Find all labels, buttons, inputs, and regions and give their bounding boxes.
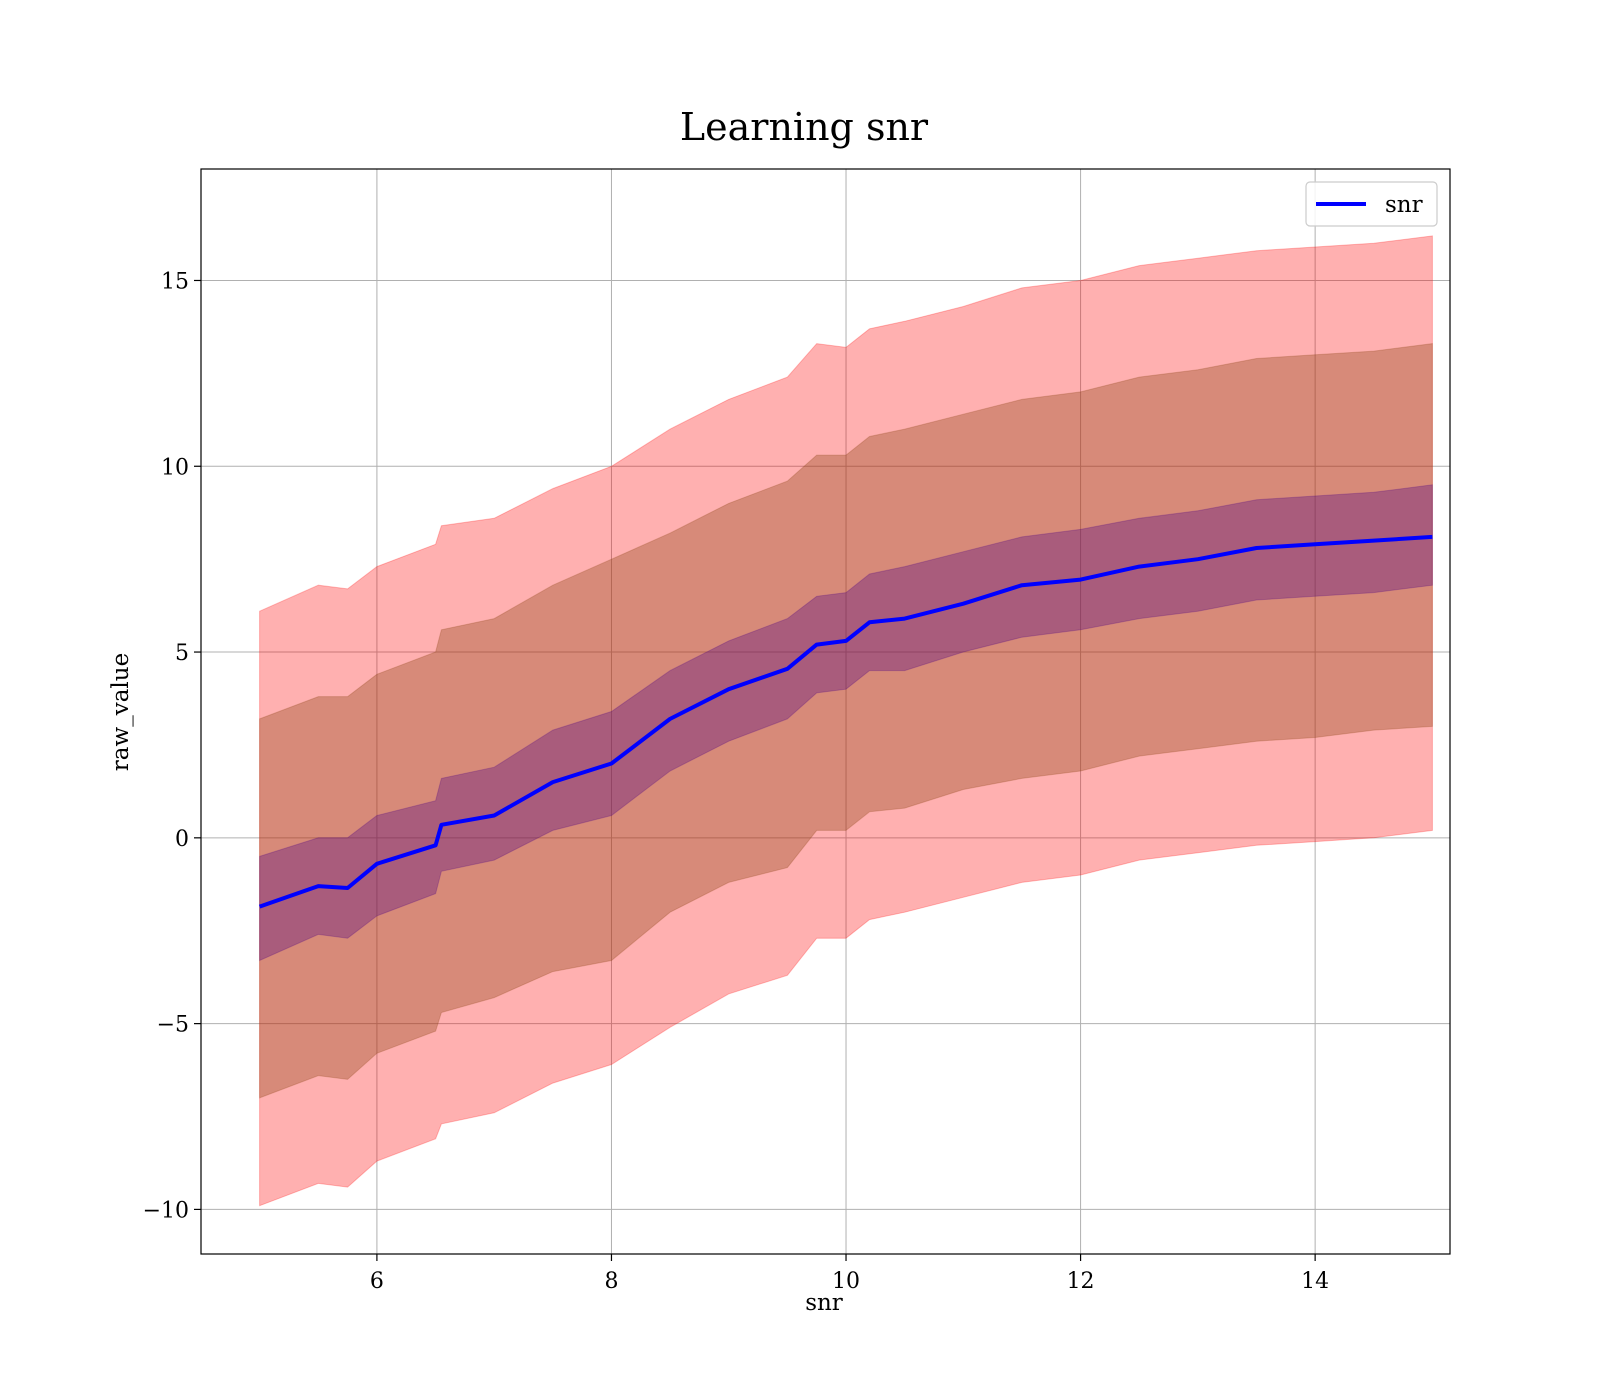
middle-band (259, 343, 1433, 1099)
x-tick-label: 12 (1067, 1269, 1095, 1294)
x-tick-label: 14 (1301, 1269, 1329, 1294)
y-tick-label: 0 (175, 827, 189, 852)
inner-band (259, 484, 1433, 962)
x-tick-label: 6 (370, 1269, 384, 1294)
x-axis-ticks: 6 8 10 12 14 (370, 1254, 1329, 1294)
plot-area (200, 168, 1451, 1255)
legend: snr (1305, 181, 1438, 227)
x-axis-label: snr (805, 1290, 843, 1316)
legend-box (1305, 181, 1438, 227)
y-axis-ticks: −10 −5 0 5 10 15 (143, 269, 201, 1223)
series-line-snr (258, 534, 1433, 909)
x-tick-label: 8 (604, 1269, 618, 1294)
y-tick-label: −10 (143, 1198, 189, 1223)
y-tick-label: −5 (157, 1013, 189, 1038)
plot-background (201, 169, 1450, 1254)
x-tick-label: 10 (832, 1269, 860, 1294)
y-tick-label: 5 (175, 641, 189, 666)
chart-title: Learning snr (680, 105, 929, 149)
y-tick-label: 10 (161, 455, 189, 480)
y-tick-label: 15 (161, 269, 189, 294)
confidence-bands (259, 235, 1433, 1207)
grid (201, 169, 1450, 1254)
y-axis-label: raw_value (108, 653, 134, 771)
legend-label-snr: snr (1385, 192, 1423, 218)
plot-frame (200, 168, 1451, 1255)
outer-band (259, 235, 1433, 1207)
series-lines (258, 534, 1433, 909)
